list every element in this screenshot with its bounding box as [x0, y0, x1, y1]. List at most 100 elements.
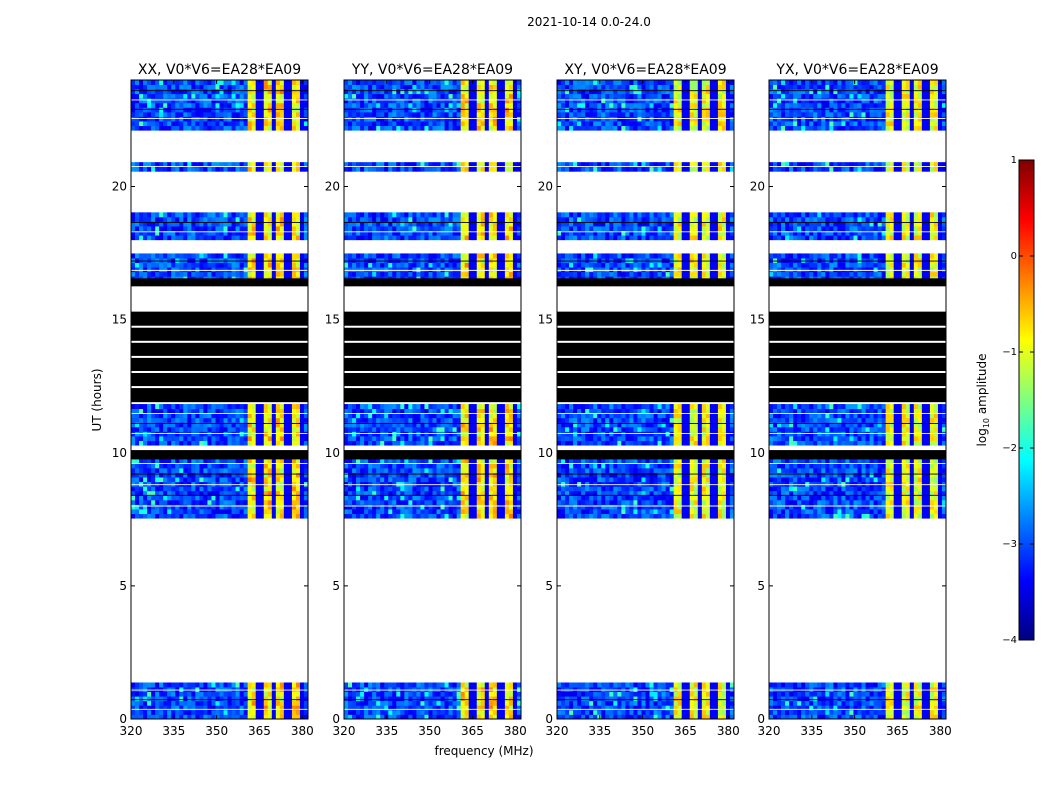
heatmap-cell [372, 258, 377, 263]
heatmap-cell [255, 226, 261, 232]
heatmap-cell [476, 121, 482, 127]
heatmap-cell [287, 262, 293, 268]
heatmap-cell [227, 267, 232, 273]
heatmap-cell [432, 687, 437, 693]
heatmap-cell [460, 687, 466, 693]
heatmap-cell [263, 696, 269, 702]
heatmap-cell [384, 98, 389, 104]
heatmap-cell [488, 80, 494, 85]
heatmap-cell [247, 687, 253, 693]
heatmap-cell [147, 509, 152, 514]
heatmap-cell [131, 125, 136, 131]
heatmap-cell [263, 477, 269, 483]
heatmap-cell [464, 212, 470, 218]
heatmap-cell [428, 495, 433, 501]
heatmap-cell [143, 513, 148, 519]
heatmap-cell [167, 84, 172, 90]
heatmap-cell [452, 700, 458, 706]
heatmap-cell [267, 436, 273, 441]
heatmap-cell [424, 504, 429, 510]
heatmap-cell [416, 709, 421, 715]
heatmap-cell [235, 463, 241, 469]
heatmap-cell [187, 271, 192, 277]
heatmap-cell [496, 504, 502, 510]
heatmap-cell [207, 235, 212, 241]
heatmap-cell [155, 166, 160, 172]
heatmap-cell [259, 700, 265, 706]
heatmap-cell [227, 509, 232, 514]
heatmap-cell [500, 481, 506, 487]
heatmap-cell [420, 700, 425, 706]
heatmap-cell [203, 458, 208, 464]
heatmap-cell [207, 426, 212, 432]
heatmap-cell [356, 513, 361, 519]
heatmap-cell [500, 80, 506, 85]
heatmap-cell [287, 98, 293, 104]
heatmap-cell [376, 84, 381, 90]
heatmap-cell [356, 499, 361, 505]
heatmap-cell [472, 84, 478, 90]
heatmap-cell [263, 436, 269, 441]
heatmap-cell [235, 700, 241, 706]
heatmap-cell [464, 162, 470, 168]
heatmap-cell [440, 691, 445, 697]
heatmap-cell [179, 714, 184, 720]
heatmap-cell [372, 490, 377, 496]
heatmap-cell [223, 422, 228, 428]
heatmap-cell [412, 102, 417, 108]
heatmap-cell [492, 467, 498, 473]
heatmap-cell [303, 212, 309, 218]
heatmap-cell [352, 102, 357, 108]
heatmap-cell [287, 504, 293, 510]
heatmap-cell [303, 258, 309, 263]
heatmap-cell [344, 705, 349, 711]
heatmap-cell [183, 499, 188, 505]
heatmap-cell [496, 495, 502, 501]
heatmap-cell [360, 422, 365, 428]
heatmap-cell [500, 93, 506, 99]
heatmap-cell [239, 426, 245, 432]
heatmap-cell [364, 271, 369, 277]
heatmap-cell [255, 687, 261, 693]
heatmap-cell [303, 504, 309, 510]
heatmap-cell [139, 705, 144, 711]
heatmap-cell [207, 440, 212, 446]
heatmap-cell [259, 111, 265, 117]
heatmap-cell [267, 700, 273, 706]
heatmap-cell [376, 253, 381, 259]
heatmap-cell [448, 111, 454, 117]
heatmap-cell [492, 111, 498, 117]
heatmap-cell [384, 440, 389, 446]
heatmap-cell [392, 221, 397, 227]
heatmap-cell [376, 107, 381, 113]
heatmap-cell [207, 404, 212, 410]
heatmap-cell [480, 235, 486, 241]
heatmap-cell [348, 705, 353, 711]
heatmap-cell [380, 477, 385, 483]
heatmap-cell [460, 271, 466, 277]
heatmap-cell [223, 221, 228, 227]
heatmap-cell [400, 230, 405, 236]
heatmap-cell [207, 107, 212, 113]
heatmap-cell [496, 121, 502, 127]
heatmap-cell [368, 490, 373, 496]
heatmap-cell [508, 162, 514, 168]
heatmap-cell [175, 111, 180, 117]
heatmap-cell [344, 271, 349, 277]
heatmap-cell [360, 682, 365, 688]
heatmap-cell [155, 705, 160, 711]
heatmap-cell [259, 687, 265, 693]
heatmap-cell [464, 253, 470, 259]
heatmap-cell [424, 440, 429, 446]
heatmap-cell [384, 267, 389, 273]
heatmap-cell [488, 705, 494, 711]
heatmap-cell [211, 477, 216, 483]
heatmap-cell [251, 166, 257, 172]
heatmap-cell [448, 709, 454, 715]
heatmap-cell [364, 431, 369, 437]
heatmap-cell [167, 472, 172, 478]
heatmap-cell [488, 691, 494, 697]
heatmap-cell [223, 93, 228, 99]
heatmap-cell [460, 504, 466, 510]
heatmap-cell [468, 440, 474, 446]
